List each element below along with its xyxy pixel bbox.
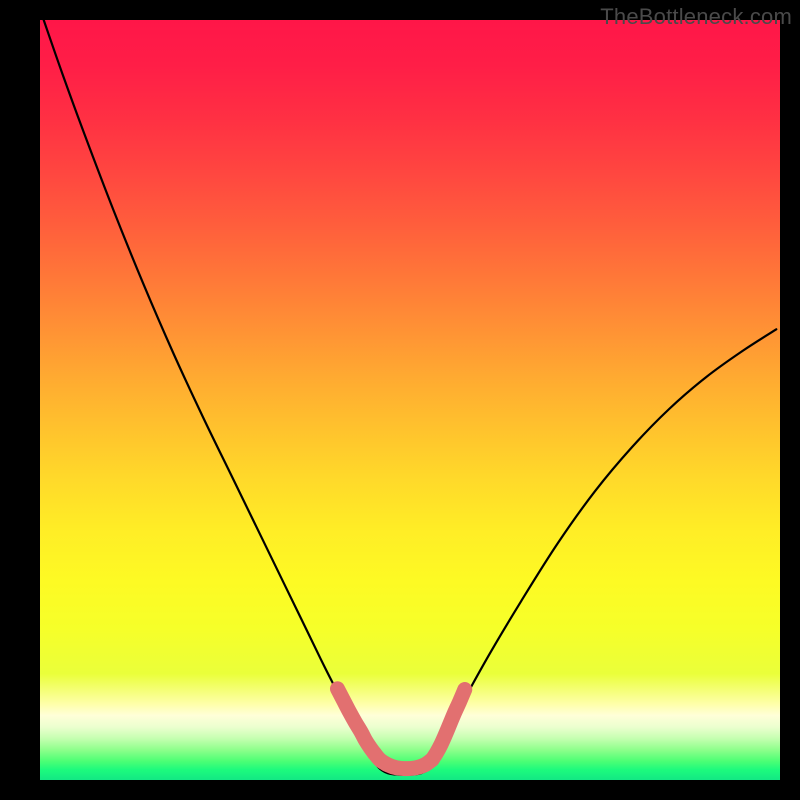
chart-root: TheBottleneck.com: [0, 0, 800, 800]
bottleneck-chart: [0, 0, 800, 800]
watermark-label: TheBottleneck.com: [600, 4, 792, 30]
heatmap-gradient: [40, 20, 780, 780]
